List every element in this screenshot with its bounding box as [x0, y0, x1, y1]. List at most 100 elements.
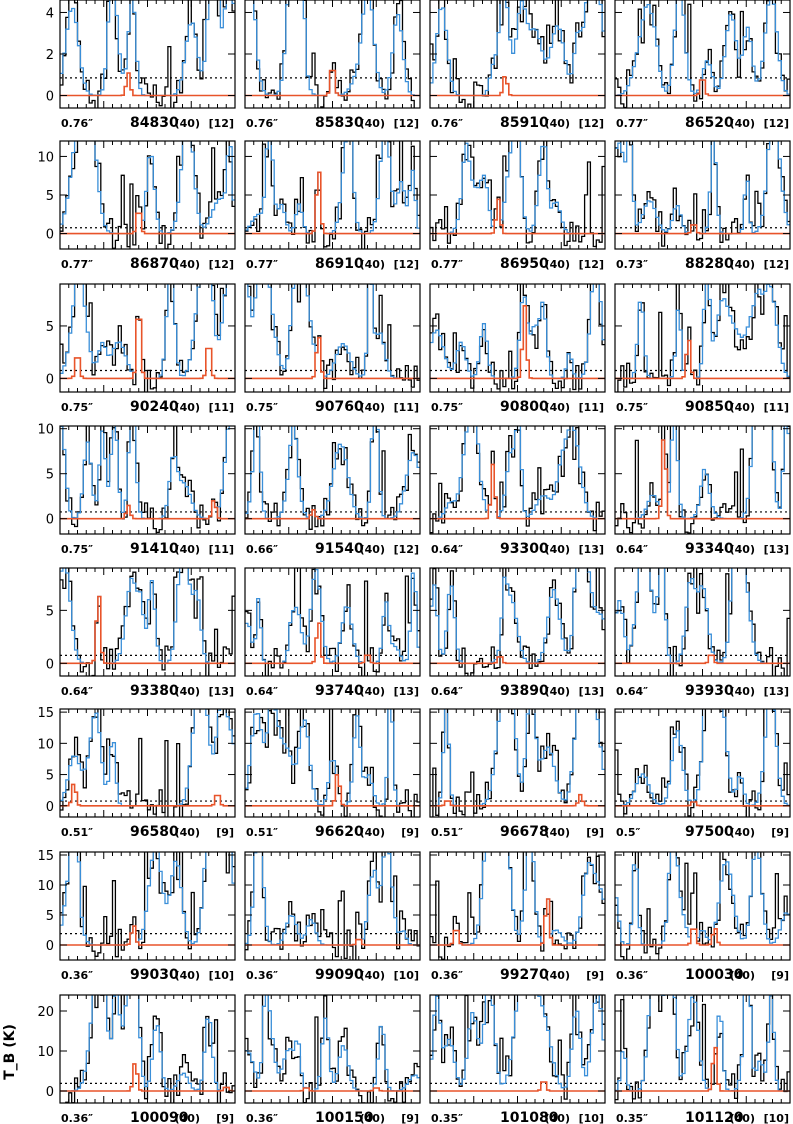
spectrum-panel-99270: 0.36″ 99270(40) [9] [429, 851, 606, 983]
frequency-label: 96678 [500, 824, 549, 840]
y-tick-label: 15 [37, 706, 54, 721]
bracket-label: [9] [401, 1112, 419, 1124]
species-model-spectrum [245, 69, 420, 97]
model-total-spectrum [430, 0, 605, 97]
species-model-spectrum [430, 793, 605, 807]
model-total-spectrum [60, 852, 235, 946]
frequency-label: 93340 [685, 541, 734, 557]
resolution-label: 0.64″ [431, 543, 463, 556]
frequency-label: 100090 [130, 1110, 189, 1124]
bracket-label: [12] [579, 258, 604, 271]
species-model-spectrum [615, 1046, 790, 1092]
y-tick-label: 0 [46, 513, 54, 528]
frequency-label: 88280 [685, 256, 734, 272]
resolution-label: 0.36″ [246, 969, 278, 982]
bracket-label: [9] [586, 969, 604, 982]
resolution-label: 0.36″ [61, 969, 93, 982]
resolution-label: 0.51″ [246, 826, 278, 839]
bracket-label: [12] [579, 117, 604, 130]
channels-label: (40) [730, 117, 755, 130]
species-model-spectrum [60, 318, 235, 380]
y-tick-label: 0 [46, 800, 54, 815]
frequency-label: 90800 [500, 399, 549, 415]
spectrum-panel-85830: 0.76″ 85830(40) [12] [244, 0, 421, 131]
frequency-label: 86910 [315, 256, 364, 272]
panel-frame [429, 851, 606, 961]
bracket-label: [11] [209, 543, 234, 556]
frequency-label: 90240 [130, 399, 179, 415]
y-tick-label: 0 [46, 1085, 54, 1100]
spectrum-panel-91540: 0.66″ 91540(40) [12] [244, 425, 421, 557]
spectrum-panel-100030: 0.36″ 100030(40) [9] [614, 851, 791, 983]
observed-spectrum [60, 141, 235, 249]
resolution-label: 0.77″ [431, 258, 463, 271]
species-model-spectrum [60, 1063, 235, 1092]
resolution-label: 0.77″ [246, 258, 278, 271]
resolution-label: 0.64″ [61, 685, 93, 698]
bracket-label: [13] [209, 685, 234, 698]
frequency-label: 85910 [500, 115, 549, 131]
observed-spectrum [615, 568, 790, 676]
frequency-label: 84830 [130, 115, 179, 131]
model-total-spectrum [615, 0, 790, 96]
species-model-spectrum [245, 509, 420, 520]
channels-label: (40) [360, 258, 385, 271]
model-total-spectrum [430, 568, 605, 664]
y-tick-label: 0 [46, 228, 54, 243]
resolution-label: 0.75″ [61, 401, 93, 414]
model-total-spectrum [615, 709, 790, 807]
model-total-spectrum [60, 0, 235, 97]
species-model-spectrum [615, 224, 790, 235]
species-model-spectrum [60, 595, 235, 665]
spectrum-panel-93300: 0.64″ 93300(40) [13] [429, 425, 606, 557]
bracket-label: [12] [394, 117, 419, 130]
spectrum-panel-90800: 0.75″ 90800(40) [11] [429, 283, 606, 415]
frequency-label: 85830 [315, 115, 364, 131]
resolution-label: 0.76″ [246, 117, 278, 130]
frequency-label: 101080 [500, 1110, 559, 1124]
model-total-spectrum [430, 284, 605, 380]
spectrum-panel-86950: 0.77″ 86950(40) [12] [429, 140, 606, 272]
channels-label: (40) [545, 258, 570, 271]
resolution-label: 0.36″ [61, 1112, 93, 1124]
bracket-label: [10] [764, 1112, 789, 1124]
channels-label: (40) [360, 685, 385, 698]
panel-grid: 0240.76″ 84830(40) [12] 0.76″ 85830 (40) [12] 0… [37, 0, 791, 1124]
model-total-spectrum [247, 284, 420, 380]
resolution-label: 0.64″ [616, 685, 648, 698]
channels-label: (40) [545, 401, 570, 414]
frequency-label: 99270 [500, 967, 549, 983]
model-total-spectrum [615, 568, 790, 664]
spectrum-panel-96678: 0.51″ 96678(40) [9] [429, 708, 606, 840]
channels-label: (40) [360, 969, 385, 982]
channels-label: (40) [175, 543, 200, 556]
y-tick-label: 10 [37, 150, 54, 165]
channels-label: (40) [545, 826, 570, 839]
y-tick-label: 5 [46, 604, 54, 619]
observed-spectrum [430, 852, 605, 960]
model-total-spectrum [245, 426, 420, 520]
model-total-spectrum [615, 426, 790, 520]
observed-spectrum [60, 284, 227, 392]
bracket-label: [10] [394, 969, 419, 982]
bracket-label: [11] [209, 401, 234, 414]
resolution-label: 0.76″ [431, 117, 463, 130]
species-model-spectrum [430, 656, 605, 665]
species-model-spectrum [615, 801, 790, 807]
species-model-spectrum [60, 72, 235, 97]
spectrum-panel-86870: 0 5 10 0.77″ 86870(40) [12] [37, 140, 236, 272]
species-model-spectrum [60, 500, 235, 520]
frequency-label: 100150 [315, 1110, 374, 1124]
bracket-label: [9] [216, 1112, 234, 1124]
y-tick-label: 5 [46, 189, 54, 204]
observed-spectrum [430, 141, 605, 248]
y-tick-label: 0 [46, 90, 54, 105]
spectrum-panel-84830: 0 2 4 0.76″ 84830(40) [12] [46, 0, 236, 131]
bracket-label: [11] [764, 401, 789, 414]
spectrum-panel-93890: 0.64″ 93890(40) [13] [429, 567, 606, 699]
observed-spectrum [65, 995, 235, 1103]
resolution-label: 0.64″ [616, 543, 648, 556]
y-tick-label: 5 [46, 909, 54, 924]
channels-label: (40) [175, 685, 200, 698]
bracket-label: [10] [209, 969, 234, 982]
